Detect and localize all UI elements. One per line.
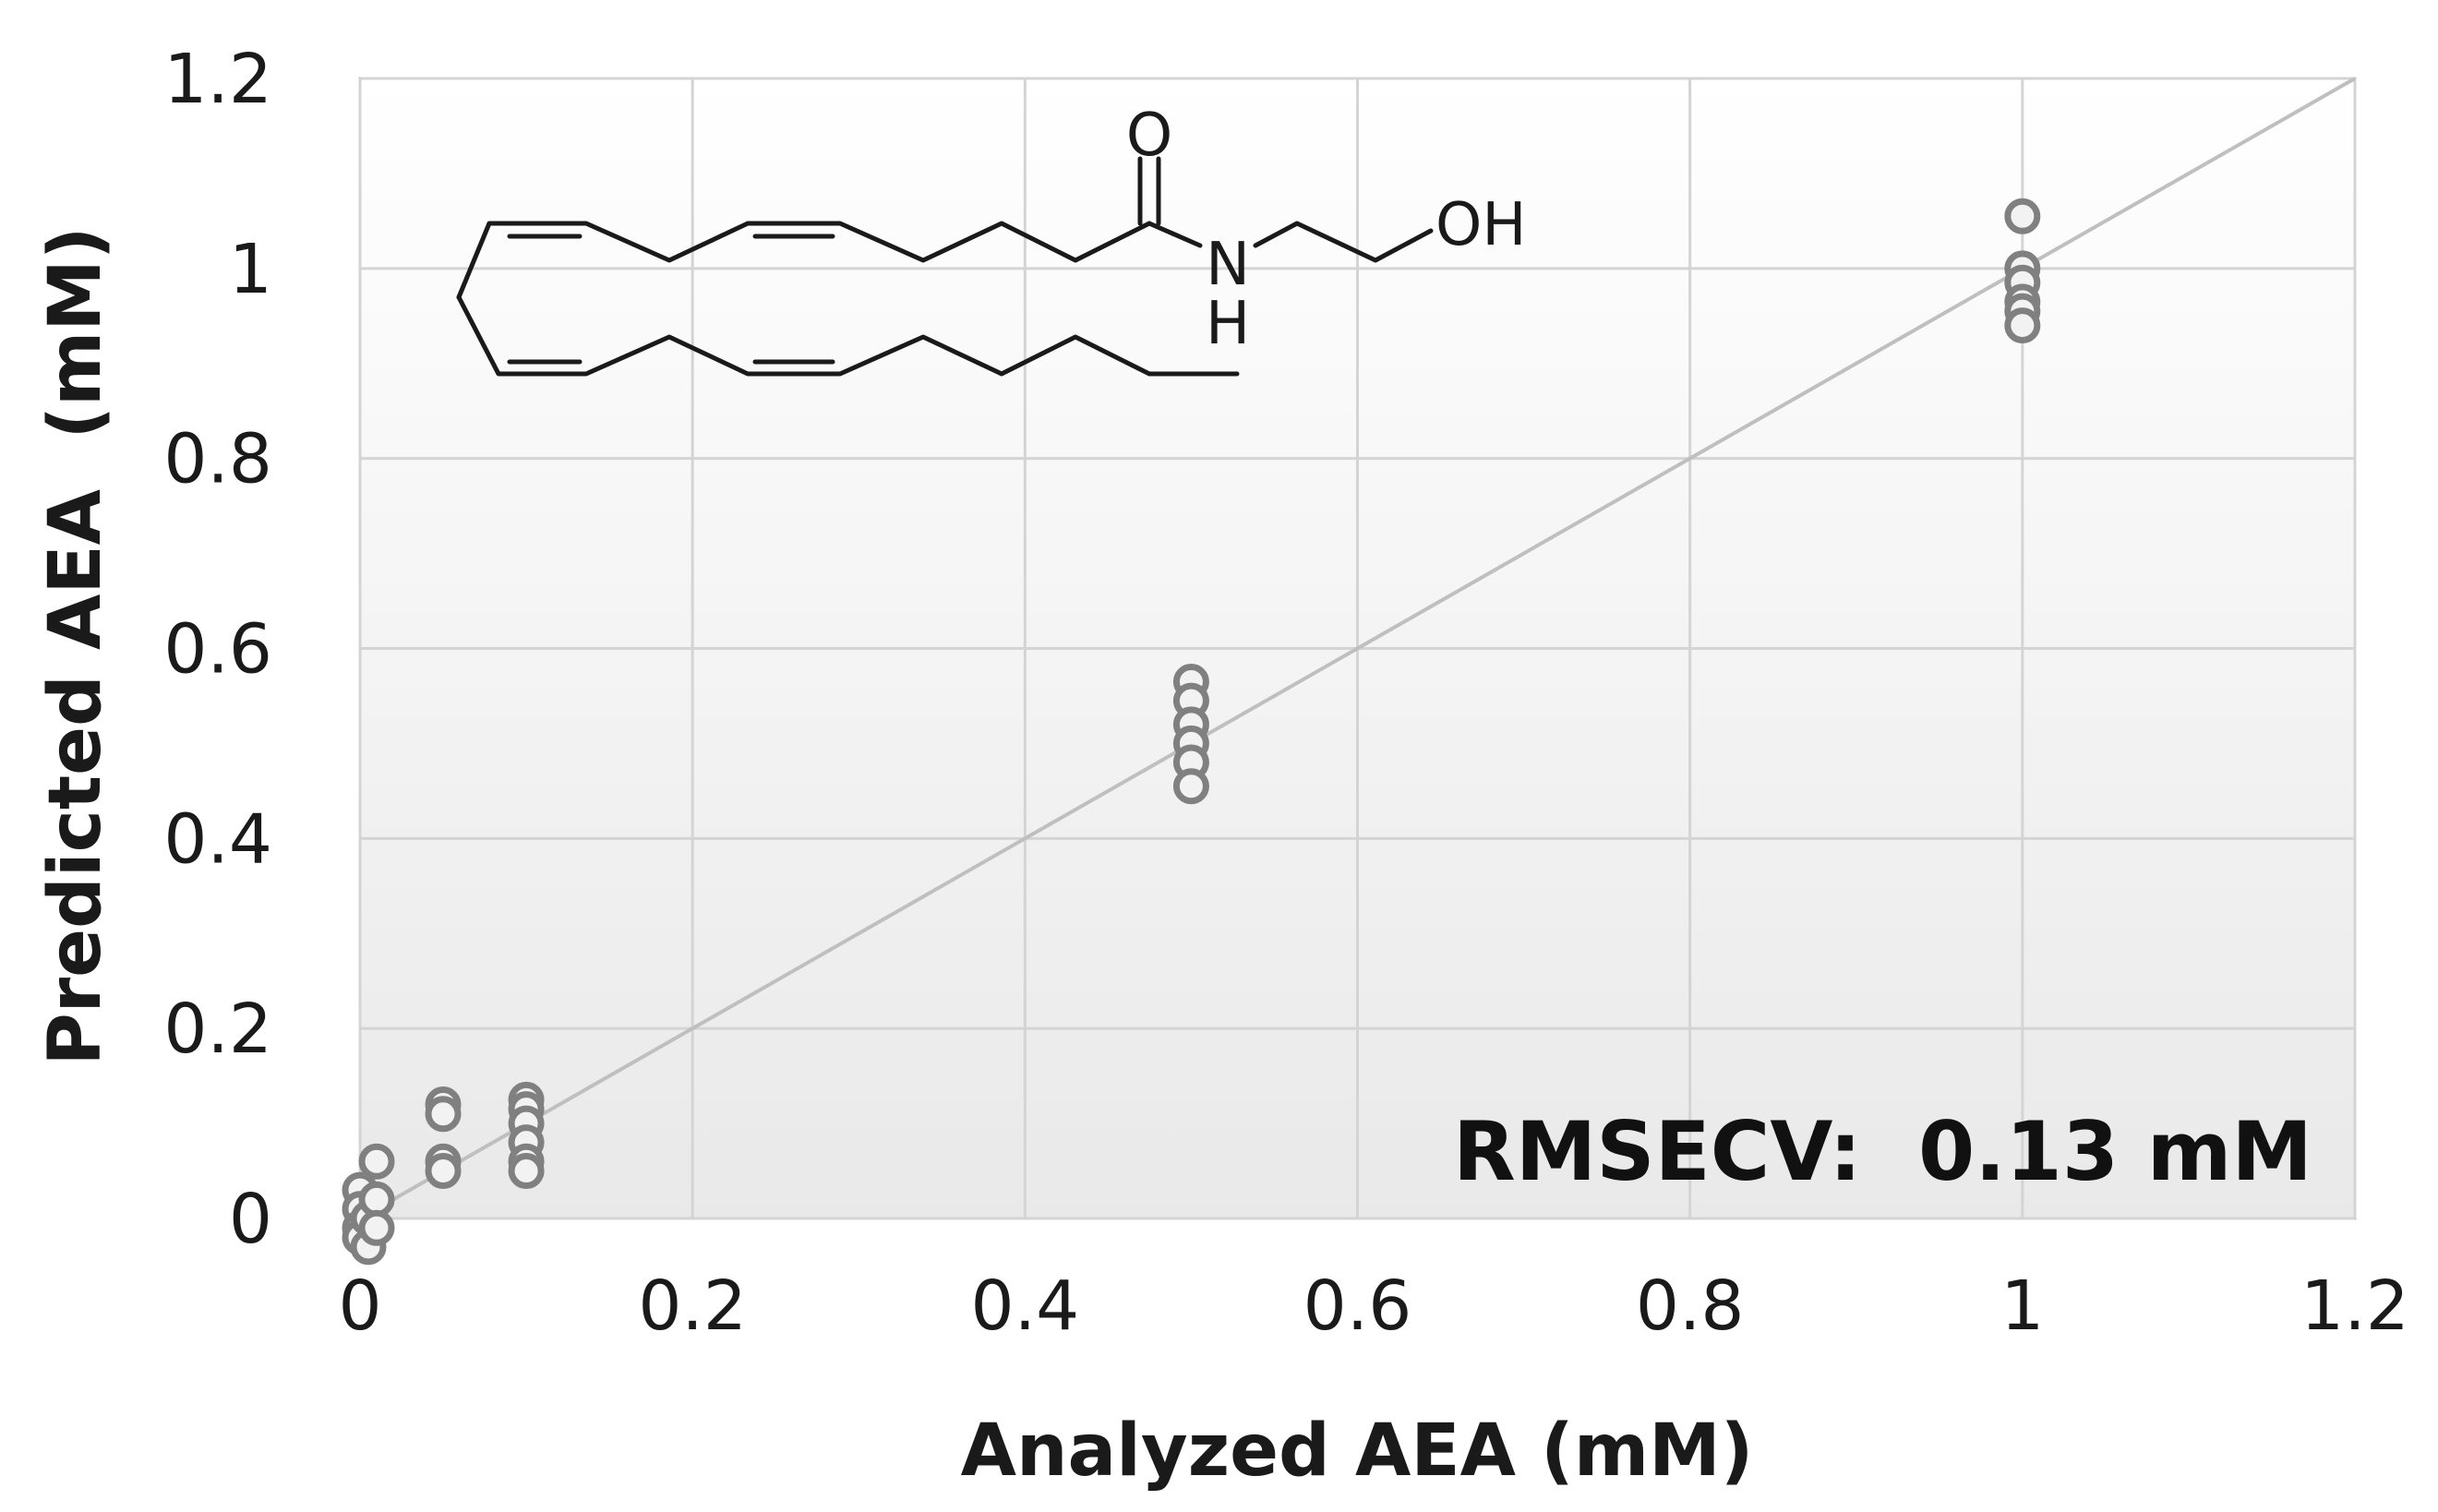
carbonyl-oxygen-label: O (1126, 102, 1172, 170)
x-tick-label: 0.4 (970, 1266, 1079, 1346)
data-point (425, 1153, 462, 1190)
data-point (358, 1181, 395, 1218)
y-tick-label: 0.8 (163, 420, 272, 499)
x-tick-label: 1 (2000, 1266, 2044, 1346)
x-tick-label: 0.8 (1636, 1266, 1745, 1346)
amide-nitrogen-label: N (1206, 231, 1250, 299)
y-tick-label: 0.2 (163, 990, 272, 1069)
y-axis-title: Predicted AEA (mM) (34, 226, 117, 1065)
data-point (358, 1209, 395, 1246)
rmsecv-annotation: RMSECV: 0.13 mM (1453, 1104, 2312, 1199)
y-tick-label: 0.4 (163, 799, 272, 879)
anandamide-structure (456, 156, 1434, 377)
data-point (2004, 307, 2041, 344)
ethanol-chain (1253, 221, 1434, 263)
y-tick-label: 0 (229, 1180, 272, 1259)
y-tick-label: 1 (229, 230, 272, 309)
data-point (1172, 768, 1209, 805)
x-tick-label: 0.2 (638, 1266, 747, 1346)
x-tick-label: 0.6 (1303, 1266, 1412, 1346)
y-tick-label: 0.6 (163, 610, 272, 690)
x-axis-ticks: 0 0.2 0.4 0.6 0.8 1 1.2 (338, 1266, 2408, 1346)
data-point (358, 1143, 395, 1180)
data-points (342, 198, 2041, 1266)
upper-carbon-chain (456, 221, 1152, 300)
x-tick-label: 0 (338, 1266, 381, 1346)
data-point (2004, 198, 2041, 234)
y-axis-ticks: 0 0.2 0.4 0.6 0.8 1 1.2 (163, 40, 272, 1259)
lower-carbon-chain (456, 294, 1240, 377)
amide-ethanol-chain (1147, 221, 1203, 248)
data-point (425, 1096, 462, 1133)
hydroxyl-label: OH (1435, 191, 1527, 259)
y-tick-label: 1.2 (163, 40, 272, 119)
x-tick-label: 1.2 (2300, 1266, 2409, 1346)
x-axis-title: Analyzed AEA (mM) (961, 1410, 1754, 1493)
amide-hydrogen-label: H (1206, 290, 1250, 358)
data-point (508, 1153, 545, 1190)
